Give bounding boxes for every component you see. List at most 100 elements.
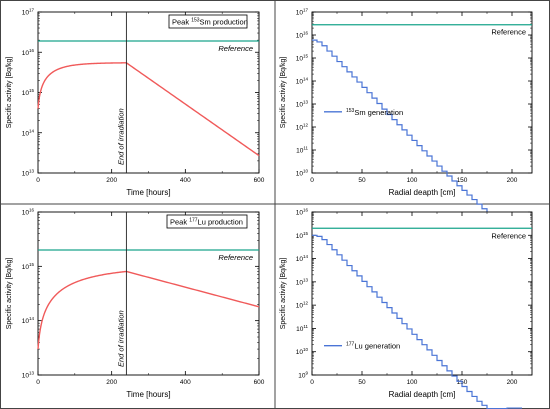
y-axis-label: Specific activity [Bq/kg] <box>6 258 13 330</box>
reference-label: Reference <box>218 44 253 53</box>
generation-step-series <box>312 39 522 217</box>
y-tick-base: 10 <box>296 349 304 356</box>
y-tick-base: 10 <box>298 373 306 380</box>
y-tick-exponent: 13 <box>303 277 309 282</box>
y-tick-exponent: 15 <box>303 231 309 236</box>
x-tick-label: 200 <box>106 177 117 184</box>
y-tick-label: 1014 <box>296 77 309 86</box>
x-tick-label: 600 <box>254 379 265 386</box>
x-tick-label: 50 <box>358 177 366 184</box>
y-tick-label: 1016 <box>22 208 35 217</box>
y-tick-label: 1015 <box>22 262 35 271</box>
end-of-irradiation-label: End of irradiation <box>116 310 125 367</box>
y-tick-label: 1010 <box>296 347 309 356</box>
y-tick-base: 10 <box>22 171 30 178</box>
y-tick-label: 1016 <box>22 48 35 57</box>
y-tick-base: 10 <box>296 326 304 333</box>
y-axis-label: Specific activity [Bq/kg] <box>280 258 287 330</box>
generation-step-series <box>312 234 522 409</box>
x-tick-label: 0 <box>310 177 314 184</box>
y-tick-label: 109 <box>298 371 308 380</box>
y-axis-label: Specific activity [Bq/kg] <box>280 57 287 129</box>
plot-frame <box>311 211 533 376</box>
y-tick-exponent: 11 <box>303 324 308 329</box>
chart-title: Peak 177Lu production <box>170 218 243 227</box>
y-tick-exponent: 11 <box>303 146 308 151</box>
legend-label: 153Sm generation <box>346 108 403 117</box>
chart-title-prefix: Peak <box>172 18 191 27</box>
y-tick-exponent: 15 <box>29 88 35 93</box>
y-tick-label: 1014 <box>22 128 35 137</box>
chart-title: Peak 153Sm production <box>172 18 248 27</box>
y-tick-label: 1013 <box>296 100 309 109</box>
y-tick-exponent: 13 <box>29 169 35 174</box>
y-tick-label: 1011 <box>296 146 308 155</box>
x-tick-label: 200 <box>507 177 518 184</box>
y-tick-base: 10 <box>296 256 304 263</box>
y-tick-exponent: 14 <box>29 128 35 133</box>
y-tick-label: 1013 <box>22 169 35 178</box>
y-tick-label: 1011 <box>296 324 308 333</box>
chart-title-isotope-mass: 153 <box>191 18 200 24</box>
y-tick-base: 10 <box>296 148 304 155</box>
y-tick-base: 10 <box>296 303 304 310</box>
y-tick-base: 10 <box>22 373 30 380</box>
y-tick-label: 1015 <box>296 231 309 240</box>
y-tick-exponent: 9 <box>305 371 308 376</box>
x-axis-label: Time [hours] <box>126 390 170 399</box>
y-tick-exponent: 17 <box>29 8 35 13</box>
legend-isotope-name: Sm generation <box>354 108 403 117</box>
y-tick-exponent: 14 <box>29 316 35 321</box>
y-tick-base: 10 <box>296 33 304 40</box>
y-tick-exponent: 10 <box>303 169 309 174</box>
y-tick-exponent: 16 <box>303 31 309 36</box>
y-tick-exponent: 15 <box>303 54 309 59</box>
end-of-irradiation-label: End of irradiation <box>116 108 125 165</box>
y-tick-base: 10 <box>22 50 30 57</box>
reference-label: Reference <box>491 28 526 37</box>
x-tick-label: 600 <box>254 177 265 184</box>
y-tick-label: 1012 <box>296 301 309 310</box>
y-tick-exponent: 16 <box>29 208 35 213</box>
x-tick-label: 0 <box>310 379 314 386</box>
chart-title-suffix: Lu production <box>198 218 243 227</box>
y-tick-base: 10 <box>22 210 30 217</box>
peak-production-curve <box>37 62 260 157</box>
x-tick-label: 0 <box>36 379 40 386</box>
y-tick-base: 10 <box>296 279 304 286</box>
x-tick-label: 400 <box>180 177 191 184</box>
reference-label: Reference <box>491 231 526 240</box>
legend-isotope-mass: 153 <box>346 108 355 114</box>
legend-isotope-mass: 177 <box>346 342 355 348</box>
legend-isotope-name: Lu generation <box>354 342 400 351</box>
x-tick-label: 100 <box>407 177 418 184</box>
peak-production-curve <box>37 270 260 350</box>
y-tick-base: 10 <box>296 79 304 86</box>
x-tick-label: 200 <box>106 379 117 386</box>
y-tick-base: 10 <box>296 210 304 217</box>
y-tick-label: 1016 <box>296 208 309 217</box>
y-tick-base: 10 <box>296 102 304 109</box>
legend-label: 177Lu generation <box>346 342 400 351</box>
y-tick-base: 10 <box>296 56 304 63</box>
y-tick-label: 1017 <box>296 8 309 17</box>
x-tick-label: 50 <box>358 379 366 386</box>
x-axis-label: Radial deapth [cm] <box>389 188 456 197</box>
y-tick-exponent: 13 <box>303 100 309 105</box>
y-tick-base: 10 <box>296 10 304 17</box>
y-tick-label: 1012 <box>296 123 309 132</box>
y-tick-base: 10 <box>22 318 30 325</box>
y-tick-base: 10 <box>22 10 30 17</box>
chart-title-isotope-mass: 177 <box>189 218 198 224</box>
x-tick-label: 0 <box>36 177 40 184</box>
chart-title-box <box>166 214 248 229</box>
y-tick-exponent: 17 <box>303 8 309 13</box>
chart-title-suffix: Sm production <box>200 18 248 27</box>
y-axis-label: Specific activity [Bq/kg] <box>6 57 13 129</box>
y-tick-exponent: 16 <box>303 208 309 213</box>
